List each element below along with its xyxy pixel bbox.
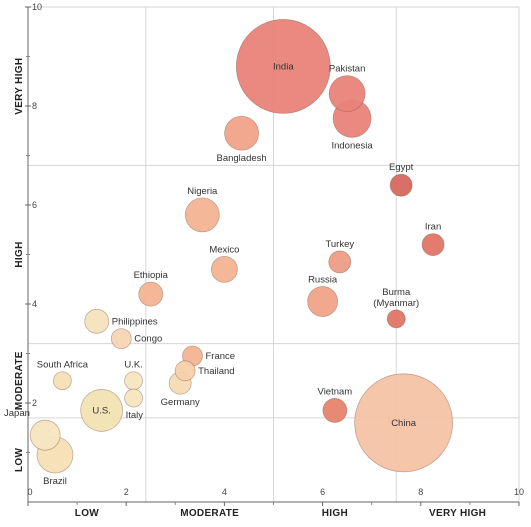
bubble-italy [124, 388, 143, 408]
x-band-label: MODERATE [180, 508, 239, 519]
bubble-thailand [174, 360, 196, 382]
bubble-nigeria [184, 197, 220, 233]
label-turkey: Turkey [325, 239, 354, 250]
label-india: India [273, 61, 294, 72]
label-vietnam: Vietnam [318, 386, 353, 397]
bubble-congo [110, 328, 132, 350]
axes: 0 2 4 6 8 10 2 4 6 8 10 [25, 2, 524, 506]
bubble-u-k- [124, 371, 143, 391]
label-south-africa: South Africa [37, 360, 89, 371]
label-russia: Russia [308, 275, 338, 286]
bubble-mexico [210, 255, 238, 283]
x-tick-label: 2 [124, 487, 129, 497]
label-france: France [205, 351, 235, 362]
bubble-turkey [328, 250, 352, 274]
x-tick-label: 4 [222, 487, 227, 497]
y-tick-label: 4 [32, 299, 37, 309]
label-philippines: Philippines [112, 316, 158, 327]
y-tick-label: 2 [32, 398, 37, 408]
bubble-vietnam [322, 398, 348, 423]
label-china: China [391, 418, 417, 429]
bubble-india [235, 19, 331, 114]
label-egypt: Egypt [389, 162, 414, 173]
label-iran: Iran [425, 222, 441, 233]
x-tick-label: 6 [320, 487, 325, 497]
bubble-south-africa [52, 371, 72, 391]
label-congo: Congo [134, 334, 162, 345]
bubble-iran [421, 233, 445, 257]
y-tick-label: 8 [32, 101, 37, 111]
label-u-k-: U.K. [124, 360, 142, 371]
band-labels: LOW MODERATE HIGH VERY HIGH LOW MODERATE HIGH V… [14, 58, 486, 519]
label-brazil: Brazil [43, 476, 67, 487]
label-indonesia: Indonesia [331, 140, 373, 151]
label-ethiopia: Ethiopia [134, 270, 169, 281]
label-thailand: Thailand [198, 366, 234, 377]
x-band-label: LOW [75, 508, 99, 519]
label-japan: Japan [4, 408, 30, 419]
y-band-label: LOW [14, 448, 25, 472]
bubble-bangladesh [224, 115, 259, 151]
bubble-russia [307, 286, 339, 317]
bubble-philippines [84, 308, 110, 334]
x-band-label: HIGH [322, 508, 348, 519]
label-u-s-: U.S. [92, 405, 110, 416]
bubble-ethiopia [138, 281, 164, 307]
label-germany: Germany [161, 397, 200, 408]
label-burma-line2: (Myanmar) [373, 298, 419, 309]
label-mexico: Mexico [209, 244, 239, 255]
label-pakistan: Pakistan [329, 64, 365, 75]
label-nigeria: Nigeria [187, 186, 218, 197]
label-bangladesh: Bangladesh [216, 153, 266, 164]
y-band-label: HIGH [14, 241, 25, 267]
bubbles [29, 19, 454, 474]
label-italy: Italy [126, 410, 144, 421]
y-band-label: VERY HIGH [14, 58, 25, 115]
y-tick-label: 10 [32, 2, 42, 12]
bubble-pakistan [328, 75, 366, 113]
bubble-burma [386, 309, 406, 329]
y-tick-label: 6 [32, 200, 37, 210]
y-band-label: MODERATE [14, 351, 25, 410]
x-tick-label: 10 [514, 487, 524, 497]
bubble-u-s- [80, 389, 124, 432]
label-burma: Burma [382, 287, 411, 298]
x-tick-label: 0 [27, 487, 32, 497]
x-tick-label: 8 [418, 487, 423, 497]
bubble-labels: India China U.S. Pakistan Indonesia Banglades… [4, 61, 441, 487]
bubble-japan [29, 419, 61, 451]
bubble-egypt [389, 173, 413, 197]
bubble-china [354, 373, 454, 473]
x-band-label: VERY HIGH [429, 508, 486, 519]
